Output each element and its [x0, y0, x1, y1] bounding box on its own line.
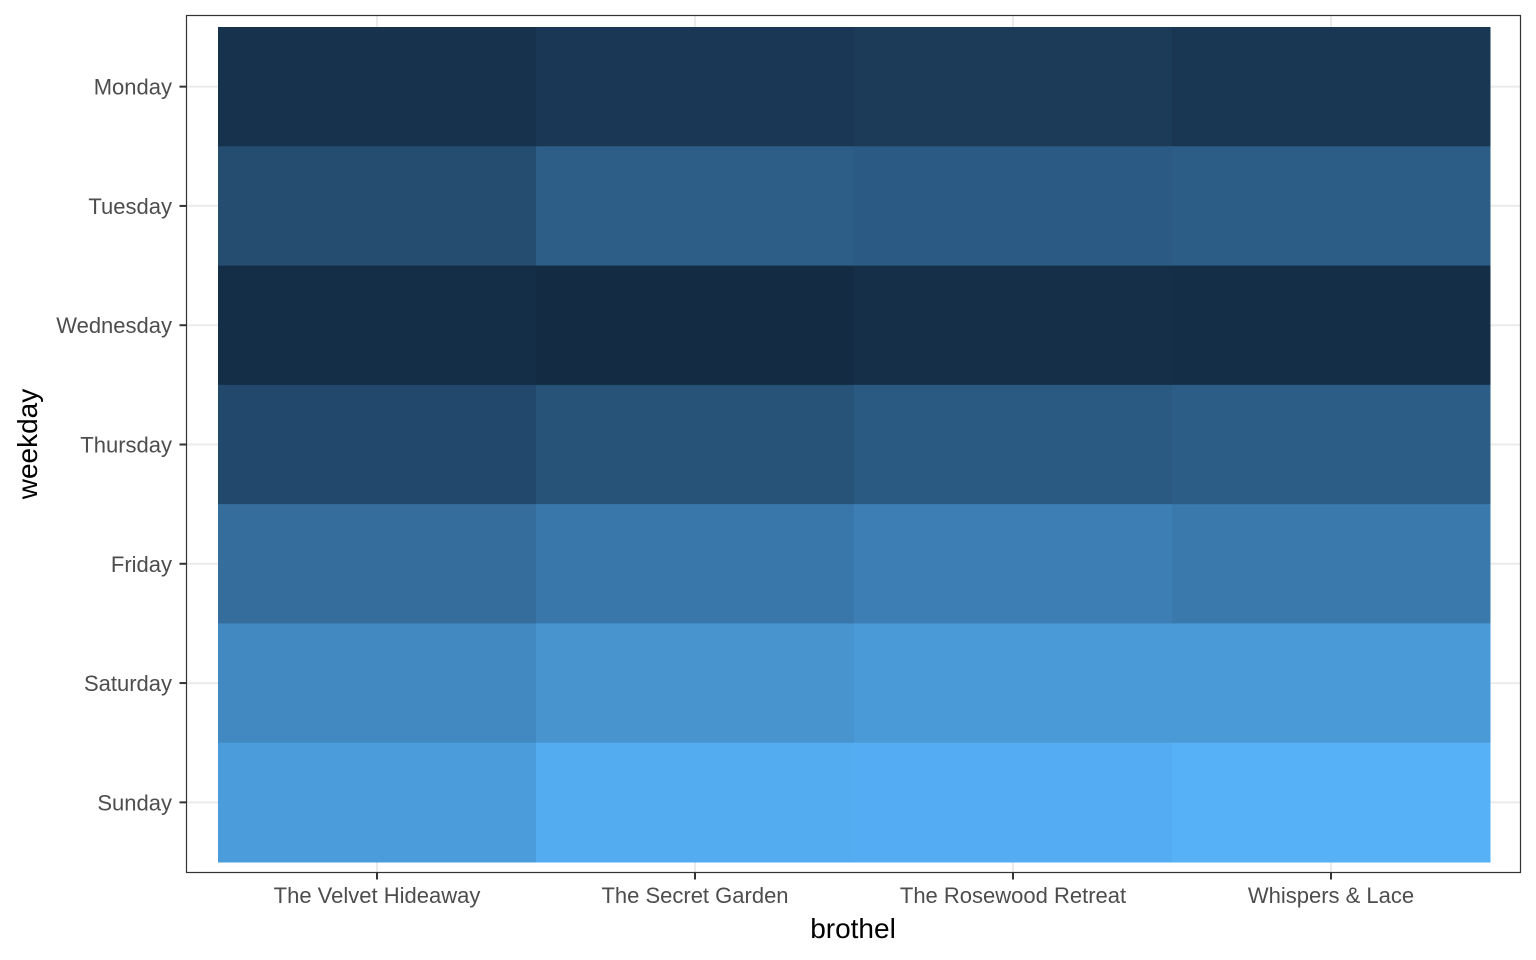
heatmap-tile — [536, 265, 855, 386]
heatmap-tile — [536, 27, 855, 147]
heatmap-tile — [536, 384, 855, 505]
x-axis: The Velvet Hideaway The Secret Garden The … — [274, 872, 1414, 908]
x-tick-label: The Velvet Hideaway — [274, 883, 481, 908]
heatmap-tile — [1172, 265, 1491, 386]
heatmap-tile — [1172, 623, 1491, 744]
x-tick-label: The Rosewood Retreat — [900, 883, 1126, 908]
x-axis-title: brothel — [810, 913, 896, 944]
y-tick-label: Tuesday — [88, 194, 172, 219]
y-axis-title: weekday — [12, 389, 43, 501]
y-tick-label: Friday — [111, 552, 172, 577]
heatmap-tile — [854, 504, 1173, 624]
heatmap-tile — [1172, 27, 1491, 147]
heatmap-tile — [218, 504, 537, 624]
heatmap-tile — [536, 504, 855, 624]
heatmap-tile — [854, 742, 1173, 863]
heatmap-tile — [536, 146, 855, 267]
y-tick-label: Monday — [94, 75, 172, 100]
heatmap-tile — [854, 384, 1173, 505]
heatmap-tile — [218, 265, 537, 386]
heatmap-tile — [1172, 742, 1491, 863]
heatmap-tile — [854, 623, 1173, 744]
heatmap-tiles — [218, 27, 1491, 863]
heatmap-tile — [536, 623, 855, 744]
heatmap-tile — [218, 384, 537, 505]
x-tick-label: Whispers & Lace — [1248, 883, 1414, 908]
y-axis: Monday Tuesday Wednesday Thursday Friday Satu… — [56, 75, 187, 815]
heatmap-tile — [854, 146, 1173, 267]
heatmap-tile — [1172, 384, 1491, 505]
heatmap-tile — [854, 265, 1173, 386]
y-tick-label: Saturday — [84, 671, 172, 696]
heatmap-tile — [218, 27, 537, 147]
heatmap-tile — [1172, 146, 1491, 267]
heatmap-tile — [1172, 504, 1491, 624]
y-tick-label: Sunday — [97, 790, 172, 815]
heatmap-tile — [536, 742, 855, 863]
y-tick-label: Wednesday — [56, 313, 172, 338]
heatmap-tile — [218, 146, 537, 267]
heatmap-tile — [218, 623, 537, 744]
heatmap-tile — [854, 27, 1173, 147]
y-tick-label: Thursday — [80, 433, 172, 458]
x-tick-label: The Secret Garden — [601, 883, 788, 908]
heatmap-tile — [218, 742, 537, 863]
